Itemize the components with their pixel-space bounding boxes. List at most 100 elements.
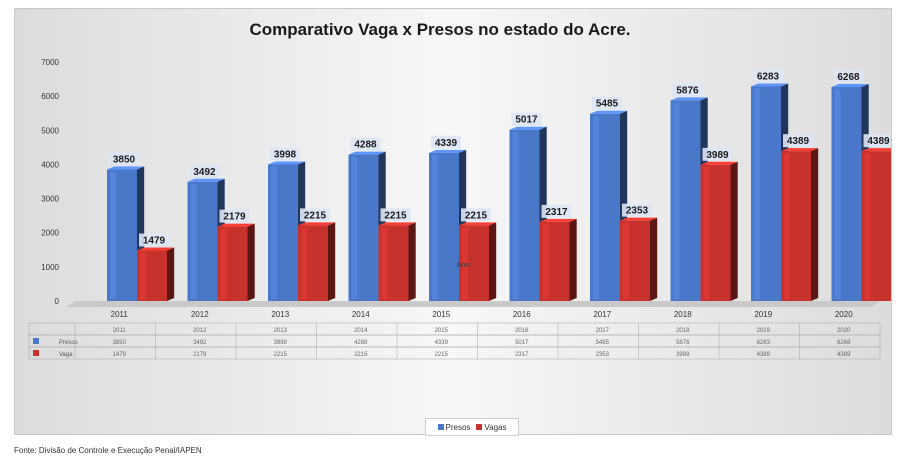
bar-side-vaga [650, 217, 658, 301]
data-label-presos: 6268 [837, 72, 860, 83]
table-series-swatch [33, 350, 39, 356]
x-tick-label: 2020 [835, 310, 853, 319]
y-tick-label: 6000 [41, 92, 59, 101]
bar-highlight [864, 153, 871, 299]
x-tick-label: 2015 [432, 310, 450, 319]
bar-side-vaga [408, 222, 416, 301]
table-cell: 2317 [515, 352, 529, 358]
bar-side-vaga [489, 222, 497, 301]
table-cell: 2014 [354, 328, 368, 334]
data-label-bg [783, 134, 813, 148]
data-label-vaga: 4389 [867, 136, 890, 147]
bar-highlight [432, 154, 438, 299]
table-row [28, 346, 881, 360]
data-label-vaga: 2353 [626, 206, 649, 217]
bar-top-vaga [298, 222, 336, 226]
data-label-bg [863, 134, 891, 148]
bar-top-vaga [137, 247, 175, 251]
y-tick-label: 0 [55, 297, 60, 306]
data-label-vaga: 1479 [143, 236, 166, 247]
data-label-vaga: 2215 [304, 210, 327, 221]
bar-highlight [542, 223, 549, 299]
table-cell: 2020 [837, 328, 851, 334]
bar-top-vaga [378, 222, 416, 226]
data-label-presos: 3998 [274, 149, 297, 160]
y-tick-label: 2000 [41, 229, 59, 238]
bar-highlight [834, 88, 841, 299]
bar-highlight [351, 156, 358, 299]
bar-top-presos [590, 110, 628, 114]
data-label-bg [511, 112, 542, 126]
table-cell: 5017 [515, 340, 529, 346]
bar-top-vaga [459, 222, 497, 226]
table-cell: 2215 [435, 352, 449, 358]
bar-highlight [754, 88, 760, 299]
bar-side-vaga [328, 222, 336, 301]
data-label-bg [541, 204, 572, 218]
data-label-presos: 5485 [596, 99, 619, 110]
bar-top-presos [751, 83, 789, 87]
chart-title: Comparativo Vaga x Presos no estado do A… [249, 20, 630, 39]
bar-top-presos [107, 166, 145, 170]
bar-top-vaga [861, 148, 891, 152]
data-label-presos: 6283 [757, 71, 780, 82]
table-row [28, 334, 881, 348]
bar-top-vaga [217, 223, 255, 227]
table-cell: 2015 [435, 328, 449, 334]
data-label-presos: 4339 [435, 138, 458, 149]
data-label-bg [431, 135, 461, 149]
table-cell: 5876 [676, 340, 690, 346]
bar-highlight [623, 222, 629, 299]
bar-top-presos [429, 149, 467, 153]
table-series-swatch [33, 338, 39, 344]
table-cell: 2353 [596, 352, 610, 358]
bar-highlight [110, 171, 116, 299]
data-label-vaga: 2215 [384, 210, 407, 221]
data-label-vaga: 3989 [706, 150, 729, 161]
table-cell: 2017 [596, 328, 610, 334]
data-label-vaga: 2179 [223, 212, 246, 223]
y-tick-label: 4000 [41, 160, 59, 169]
legend-item-vagas: Vagas [476, 423, 507, 432]
legend-swatch-presos [437, 424, 444, 431]
bar-highlight [301, 227, 307, 299]
bar-top-vaga [539, 218, 577, 222]
bar-highlight [784, 153, 790, 299]
data-label-vaga: 2215 [465, 210, 488, 221]
table-cell: 2013 [274, 328, 288, 334]
data-label-bg [109, 152, 139, 166]
bar-top-presos [348, 151, 386, 155]
bar-highlight [512, 131, 519, 299]
table-cell: 2215 [354, 352, 368, 358]
table-series-label: Presos [59, 340, 78, 346]
legend-item-presos: Presos [437, 423, 470, 432]
data-label-bg [350, 137, 381, 151]
table-cell: 5485 [596, 340, 610, 346]
chart-floor [67, 301, 880, 307]
bar-highlight [190, 183, 197, 299]
data-label-bg [461, 208, 491, 222]
bar-highlight [703, 166, 710, 299]
table-series-label: Vaga [59, 352, 73, 358]
data-label-bg [702, 147, 733, 161]
x-tick-label: 2018 [674, 310, 692, 319]
table-cell: 2019 [757, 328, 771, 334]
table-cell: 2011 [113, 328, 127, 334]
data-label-vaga: 4389 [787, 136, 810, 147]
table-cell: 2179 [193, 352, 207, 358]
bar-side-vaga [569, 218, 577, 301]
bar-highlight [271, 166, 277, 299]
table-cell: 3850 [113, 340, 127, 346]
data-label-bg [139, 233, 169, 247]
data-label-presos: 3492 [193, 167, 216, 178]
bar-highlight [673, 102, 680, 299]
chart-legend: Presos Vagas [425, 418, 519, 436]
data-label-bg [592, 96, 622, 110]
data-label-vaga: 2317 [545, 207, 568, 218]
x-tick-label: 2016 [513, 310, 531, 319]
table-cell: 3989 [676, 352, 690, 358]
data-label-presos: 4288 [354, 140, 377, 151]
source-note: Fonte: Divisão de Controle e Execução Pe… [14, 446, 202, 455]
data-label-presos: 5876 [676, 85, 699, 96]
data-label-bg [380, 208, 411, 222]
